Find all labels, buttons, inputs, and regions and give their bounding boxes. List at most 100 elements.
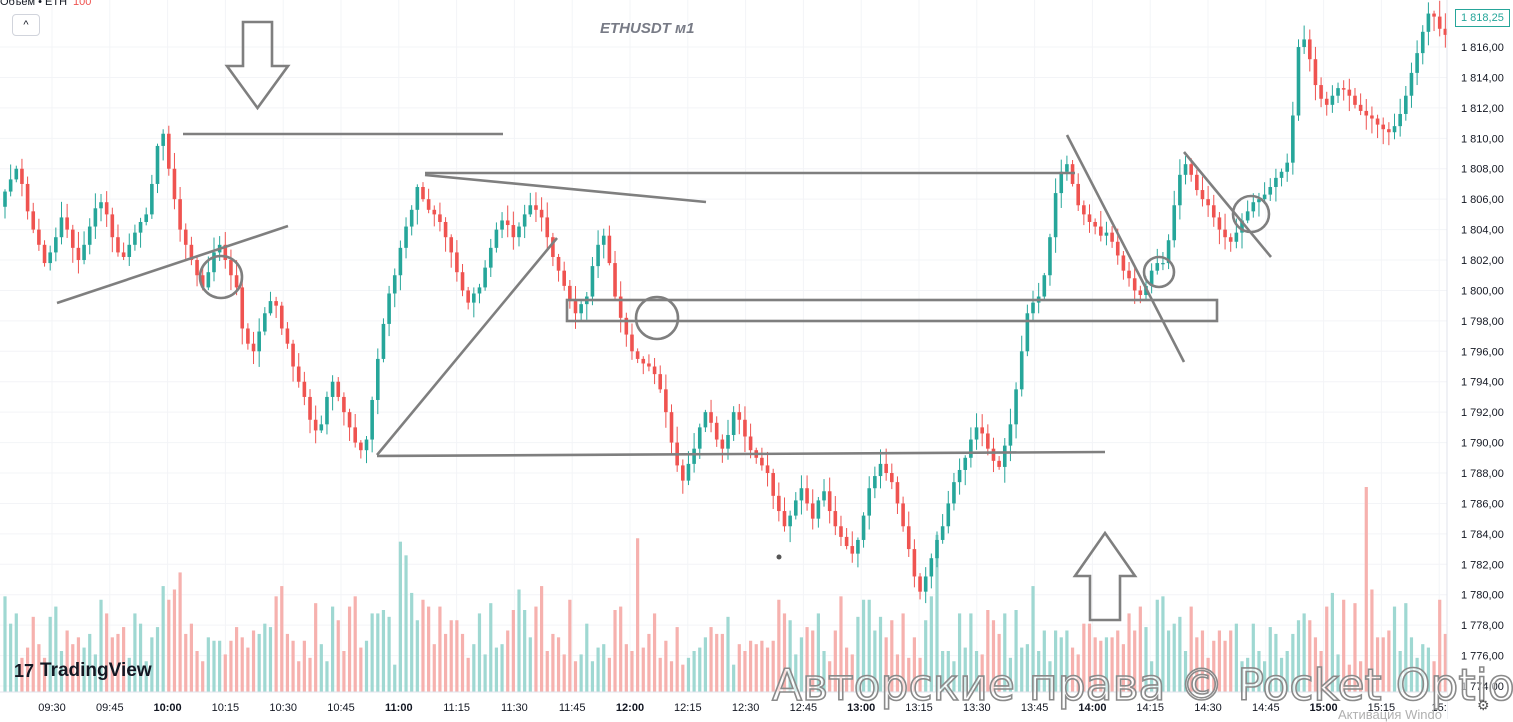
candle-body[interactable] <box>935 539 939 559</box>
candle-body[interactable] <box>827 491 832 512</box>
candle-body[interactable] <box>844 536 849 547</box>
candle-body[interactable] <box>912 549 917 577</box>
candle-body[interactable] <box>805 488 809 504</box>
candle-body[interactable] <box>1420 31 1425 54</box>
candle-body[interactable] <box>1019 351 1024 390</box>
candle-body[interactable] <box>731 412 736 435</box>
candle-body[interactable] <box>150 183 154 215</box>
candle-body[interactable] <box>409 209 414 227</box>
candle-body[interactable] <box>596 244 600 267</box>
candle-body[interactable] <box>1206 199 1210 206</box>
candle-body[interactable] <box>878 463 883 477</box>
candle-body[interactable] <box>1223 229 1227 238</box>
candle-body[interactable] <box>1291 115 1295 163</box>
candle-body[interactable] <box>748 436 753 451</box>
candle-body[interactable] <box>793 500 798 516</box>
candle-body[interactable] <box>1076 183 1081 206</box>
candle-body[interactable] <box>997 460 1001 467</box>
candle-body[interactable] <box>1065 164 1069 172</box>
candle-body[interactable] <box>364 439 369 451</box>
candle-body[interactable] <box>31 211 36 230</box>
candle-body[interactable] <box>624 317 629 335</box>
candle-body[interactable] <box>251 343 256 352</box>
candle-body[interactable] <box>703 412 708 428</box>
candle-body[interactable] <box>782 511 787 527</box>
drawings[interactable] <box>56 20 1273 622</box>
candle-body[interactable] <box>87 226 92 245</box>
candle-body[interactable] <box>568 285 572 302</box>
circle-4[interactable] <box>1231 194 1271 234</box>
candle-body[interactable] <box>1104 232 1109 236</box>
candle-body[interactable] <box>562 270 566 286</box>
candle-body[interactable] <box>929 558 934 577</box>
candle-body[interactable] <box>330 381 335 397</box>
candle-body[interactable] <box>1042 275 1047 297</box>
candle-body[interactable] <box>438 214 442 222</box>
candle-body[interactable] <box>969 439 973 458</box>
candle-body[interactable] <box>647 363 651 367</box>
candle-body[interactable] <box>1014 389 1018 425</box>
candle-body[interactable] <box>714 422 719 440</box>
candle-body[interactable] <box>104 202 109 215</box>
candle-body[interactable] <box>517 226 521 238</box>
candle-body[interactable] <box>918 576 922 592</box>
candle-body[interactable] <box>359 442 363 451</box>
candle-body[interactable] <box>342 396 346 413</box>
candle-body[interactable] <box>1404 95 1408 114</box>
candle-body[interactable] <box>455 252 459 273</box>
candle-body[interactable] <box>48 252 52 264</box>
candle-body[interactable] <box>392 275 397 294</box>
candle-body[interactable] <box>54 237 58 253</box>
candle-body[interactable] <box>494 229 499 248</box>
candle-body[interactable] <box>488 247 493 268</box>
candle-body[interactable] <box>1110 232 1114 242</box>
candle-body[interactable] <box>641 358 646 364</box>
candle-body[interactable] <box>601 235 606 245</box>
candle-body[interactable] <box>421 186 425 200</box>
candle-body[interactable] <box>1025 313 1030 352</box>
candle-body[interactable] <box>511 225 516 238</box>
candle-body[interactable] <box>223 244 228 261</box>
candle-body[interactable] <box>336 381 341 397</box>
candle-body[interactable] <box>42 244 47 264</box>
candle-body[interactable] <box>178 199 182 230</box>
candle-body[interactable] <box>743 419 747 437</box>
down-arrow[interactable] <box>224 20 291 111</box>
candle-body[interactable] <box>1115 241 1120 256</box>
candle-body[interactable] <box>1398 113 1402 127</box>
candle-body[interactable] <box>1381 124 1386 130</box>
candle-body[interactable] <box>923 576 928 592</box>
candle-body[interactable] <box>1268 186 1273 195</box>
candle-body[interactable] <box>14 168 19 180</box>
support-line[interactable] <box>376 450 1106 458</box>
candle-body[interactable] <box>873 476 877 489</box>
candle-body[interactable] <box>607 235 612 264</box>
candle-body[interactable] <box>155 145 160 184</box>
candle-body[interactable] <box>895 482 900 504</box>
candle-body[interactable] <box>692 448 696 464</box>
candle-body[interactable] <box>121 252 126 257</box>
trendline-2[interactable] <box>424 173 707 204</box>
candle-body[interactable] <box>952 482 956 504</box>
candle-body[interactable] <box>1319 85 1323 99</box>
candle-body[interactable] <box>415 186 420 210</box>
candle-body[interactable] <box>1262 194 1267 200</box>
candle-body[interactable] <box>381 323 386 359</box>
candle-body[interactable] <box>1257 199 1261 203</box>
candle-body[interactable] <box>212 252 216 273</box>
candle-body[interactable] <box>240 287 245 329</box>
candle-body[interactable] <box>3 191 7 207</box>
candle-body[interactable] <box>82 244 86 261</box>
candle-body[interactable] <box>1138 290 1143 296</box>
candle-body[interactable] <box>980 427 984 434</box>
candle-body[interactable] <box>1098 226 1103 236</box>
candle-body[interactable] <box>257 331 261 352</box>
candle-body[interactable] <box>822 491 826 501</box>
candle-body[interactable] <box>709 412 713 423</box>
candle-body[interactable] <box>839 526 843 537</box>
candle-body[interactable] <box>59 217 64 238</box>
candle-body[interactable] <box>1251 202 1256 212</box>
candle-body[interactable] <box>867 488 872 516</box>
candle-body[interactable] <box>856 539 860 554</box>
